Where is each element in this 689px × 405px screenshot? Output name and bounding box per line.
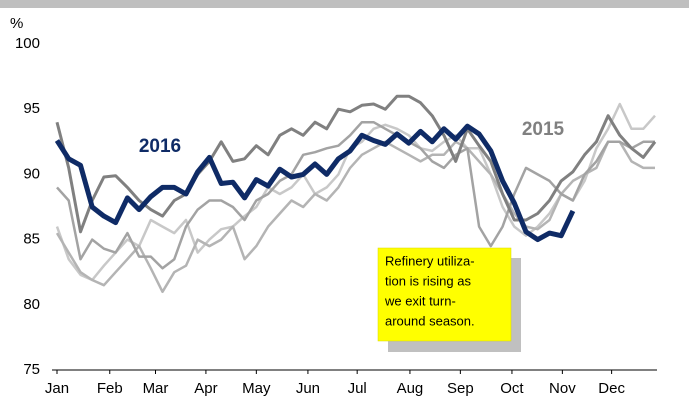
x-tick-label: Dec (598, 380, 625, 397)
x-tick-label: Jun (296, 380, 320, 397)
x-tick-label: Apr (194, 380, 217, 397)
x-tick-label: Oct (500, 380, 524, 397)
x-tick-label: Mar (143, 380, 169, 397)
x-tick-label: May (242, 380, 271, 397)
series-line (56, 120, 655, 270)
y-tick-label: 80 (23, 296, 40, 313)
y-unit: % (10, 15, 23, 32)
x-tick-label: Feb (97, 380, 123, 397)
y-tick-label: 100 (15, 35, 40, 52)
series-label: 2015 (522, 119, 565, 140)
annotation-text: we exit turn- (384, 293, 456, 308)
x-tick-label: Aug (397, 380, 424, 397)
x-tick-label: Jul (348, 380, 367, 397)
x-tick-label: Nov (549, 380, 576, 397)
annotation-box (377, 247, 512, 342)
series-line (54, 123, 576, 243)
y-tick-label: 95 (23, 100, 40, 117)
annotation-text: around season. (385, 313, 475, 328)
x-tick-label: Jan (45, 380, 69, 397)
x-tick-label: Sep (447, 380, 474, 397)
series-line (55, 94, 657, 234)
y-tick-label: 85 (23, 231, 40, 248)
y-tick-label: 90 (23, 165, 40, 182)
annotation-text: Refinery utiliza- (385, 253, 475, 268)
top-bar (0, 0, 689, 8)
y-tick-label: 75 (23, 361, 40, 378)
series-label: 2016 (139, 136, 181, 157)
series-line (55, 140, 655, 294)
annotation-text: tion is rising as (385, 273, 471, 288)
